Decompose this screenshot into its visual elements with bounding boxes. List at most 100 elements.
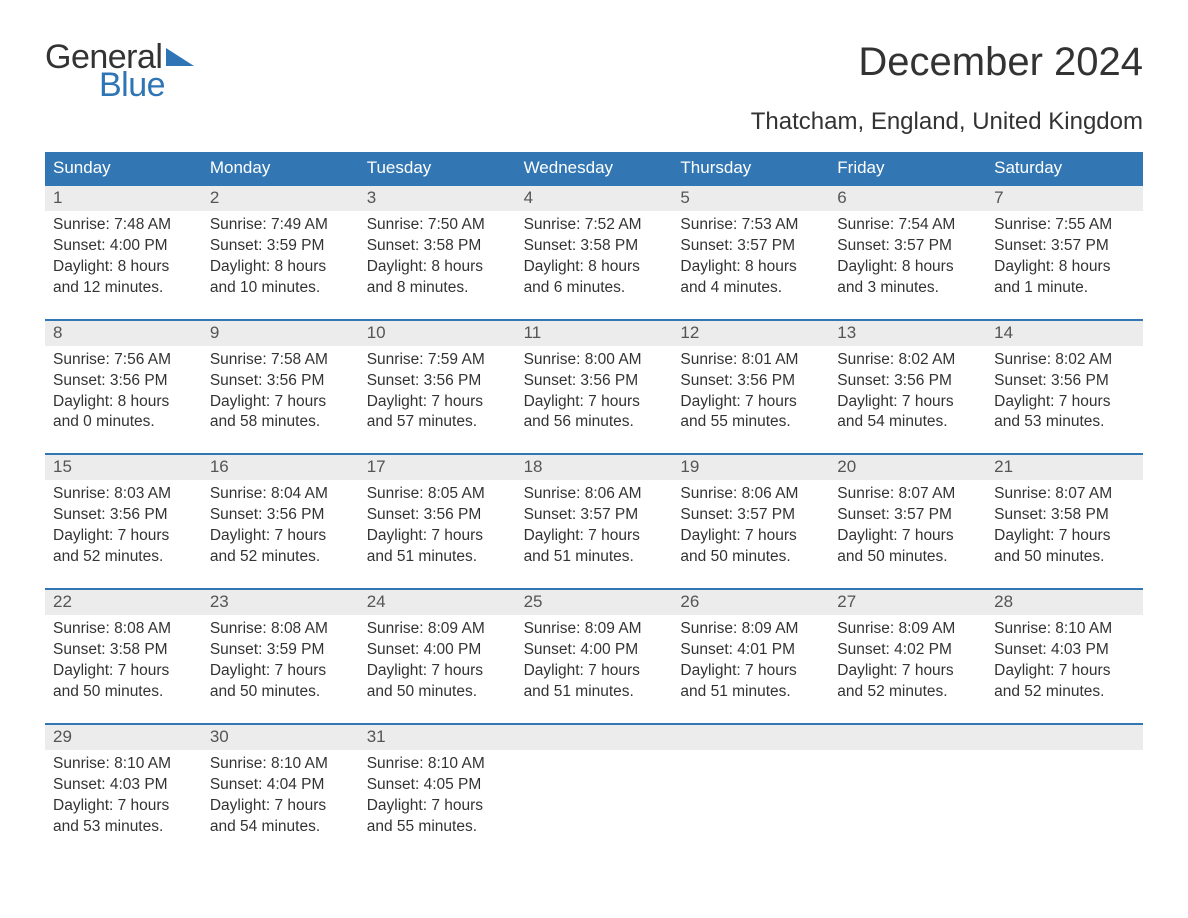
daylight-line-2: and 51 minutes.: [367, 547, 508, 568]
dayhead-sun: Sunday: [45, 152, 202, 184]
sunset-line: Sunset: 3:58 PM: [994, 505, 1135, 526]
day-cell: Sunrise: 7:50 AMSunset: 3:58 PMDaylight:…: [359, 211, 516, 305]
day-number: 22: [45, 590, 202, 615]
daylight-line-2: and 58 minutes.: [210, 412, 351, 433]
day-cell: [672, 750, 829, 844]
daylight-line-2: and 51 minutes.: [680, 682, 821, 703]
daylight-line-1: Daylight: 8 hours: [53, 257, 194, 278]
day-cell: [986, 750, 1143, 844]
daylight-line-2: and 6 minutes.: [524, 278, 665, 299]
daylight-line-1: Daylight: 7 hours: [367, 796, 508, 817]
day-cell: Sunrise: 8:02 AMSunset: 3:56 PMDaylight:…: [829, 346, 986, 440]
dayhead-tue: Tuesday: [359, 152, 516, 184]
sunset-line: Sunset: 4:05 PM: [367, 775, 508, 796]
day-number: 2: [202, 186, 359, 211]
daylight-line-1: Daylight: 7 hours: [524, 392, 665, 413]
daylight-line-2: and 55 minutes.: [680, 412, 821, 433]
sunset-line: Sunset: 3:56 PM: [994, 371, 1135, 392]
day-cell: Sunrise: 8:04 AMSunset: 3:56 PMDaylight:…: [202, 480, 359, 574]
sunrise-line: Sunrise: 8:07 AM: [837, 484, 978, 505]
sunset-line: Sunset: 4:02 PM: [837, 640, 978, 661]
calendar-week: 22232425262728Sunrise: 8:08 AMSunset: 3:…: [45, 588, 1143, 709]
daylight-line-1: Daylight: 7 hours: [53, 526, 194, 547]
page-title: December 2024: [858, 40, 1143, 85]
daylight-line-1: Daylight: 7 hours: [524, 661, 665, 682]
day-number: [672, 725, 829, 750]
sunset-line: Sunset: 3:59 PM: [210, 236, 351, 257]
brand-triangle-icon: [166, 48, 194, 66]
daylight-line-1: Daylight: 7 hours: [210, 796, 351, 817]
sunrise-line: Sunrise: 8:06 AM: [680, 484, 821, 505]
daylight-line-1: Daylight: 7 hours: [680, 661, 821, 682]
daylight-line-2: and 50 minutes.: [837, 547, 978, 568]
day-cell: Sunrise: 7:48 AMSunset: 4:00 PMDaylight:…: [45, 211, 202, 305]
daylight-line-2: and 52 minutes.: [837, 682, 978, 703]
sunset-line: Sunset: 4:00 PM: [53, 236, 194, 257]
calendar-week: 891011121314Sunrise: 7:56 AMSunset: 3:56…: [45, 319, 1143, 440]
day-number: 5: [672, 186, 829, 211]
dayhead-wed: Wednesday: [516, 152, 673, 184]
sunset-line: Sunset: 3:57 PM: [837, 505, 978, 526]
sunrise-line: Sunrise: 8:09 AM: [680, 619, 821, 640]
daylight-line-1: Daylight: 7 hours: [837, 392, 978, 413]
daylight-line-2: and 50 minutes.: [680, 547, 821, 568]
sunset-line: Sunset: 3:56 PM: [524, 371, 665, 392]
day-number: 19: [672, 455, 829, 480]
sunrise-line: Sunrise: 7:55 AM: [994, 215, 1135, 236]
sunrise-line: Sunrise: 8:10 AM: [994, 619, 1135, 640]
day-cell: Sunrise: 8:08 AMSunset: 3:59 PMDaylight:…: [202, 615, 359, 709]
day-cell: Sunrise: 8:01 AMSunset: 3:56 PMDaylight:…: [672, 346, 829, 440]
daylight-line-2: and 4 minutes.: [680, 278, 821, 299]
daylight-line-2: and 51 minutes.: [524, 547, 665, 568]
sunset-line: Sunset: 4:03 PM: [53, 775, 194, 796]
day-number: 9: [202, 321, 359, 346]
daylight-line-1: Daylight: 8 hours: [680, 257, 821, 278]
day-number: 3: [359, 186, 516, 211]
sunset-line: Sunset: 3:57 PM: [994, 236, 1135, 257]
daylight-line-2: and 8 minutes.: [367, 278, 508, 299]
sunset-line: Sunset: 3:58 PM: [53, 640, 194, 661]
sunrise-line: Sunrise: 7:49 AM: [210, 215, 351, 236]
dayhead-sat: Saturday: [986, 152, 1143, 184]
day-cell: Sunrise: 8:10 AMSunset: 4:03 PMDaylight:…: [45, 750, 202, 844]
day-number: 12: [672, 321, 829, 346]
daylight-line-1: Daylight: 7 hours: [994, 392, 1135, 413]
sunrise-line: Sunrise: 8:08 AM: [210, 619, 351, 640]
day-number: 16: [202, 455, 359, 480]
daylight-line-1: Daylight: 8 hours: [994, 257, 1135, 278]
day-number: 15: [45, 455, 202, 480]
daylight-line-1: Daylight: 7 hours: [994, 526, 1135, 547]
daylight-line-2: and 52 minutes.: [53, 547, 194, 568]
daylight-line-2: and 10 minutes.: [210, 278, 351, 299]
sunrise-line: Sunrise: 8:02 AM: [837, 350, 978, 371]
daylight-line-1: Daylight: 7 hours: [680, 392, 821, 413]
day-number: 26: [672, 590, 829, 615]
sunrise-line: Sunrise: 8:04 AM: [210, 484, 351, 505]
sunrise-line: Sunrise: 8:10 AM: [53, 754, 194, 775]
sunrise-line: Sunrise: 7:48 AM: [53, 215, 194, 236]
daylight-line-1: Daylight: 7 hours: [680, 526, 821, 547]
brand-logo: General Blue: [45, 40, 194, 102]
day-number: 17: [359, 455, 516, 480]
daylight-line-2: and 50 minutes.: [994, 547, 1135, 568]
day-number: 10: [359, 321, 516, 346]
day-cell: Sunrise: 8:09 AMSunset: 4:01 PMDaylight:…: [672, 615, 829, 709]
dayhead-thu: Thursday: [672, 152, 829, 184]
day-number: 21: [986, 455, 1143, 480]
sunrise-line: Sunrise: 8:02 AM: [994, 350, 1135, 371]
daynum-strip: 22232425262728: [45, 590, 1143, 615]
day-cell: Sunrise: 8:10 AMSunset: 4:05 PMDaylight:…: [359, 750, 516, 844]
daylight-line-1: Daylight: 7 hours: [837, 661, 978, 682]
day-cell: Sunrise: 8:05 AMSunset: 3:56 PMDaylight:…: [359, 480, 516, 574]
day-cell: Sunrise: 8:09 AMSunset: 4:02 PMDaylight:…: [829, 615, 986, 709]
day-cell: Sunrise: 8:08 AMSunset: 3:58 PMDaylight:…: [45, 615, 202, 709]
day-number: 31: [359, 725, 516, 750]
daylight-line-2: and 53 minutes.: [994, 412, 1135, 433]
daynum-strip: 1234567: [45, 186, 1143, 211]
day-cell: [516, 750, 673, 844]
sunset-line: Sunset: 3:57 PM: [680, 236, 821, 257]
daylight-line-2: and 0 minutes.: [53, 412, 194, 433]
daylight-line-1: Daylight: 7 hours: [210, 526, 351, 547]
day-number: [829, 725, 986, 750]
daylight-line-1: Daylight: 7 hours: [367, 392, 508, 413]
